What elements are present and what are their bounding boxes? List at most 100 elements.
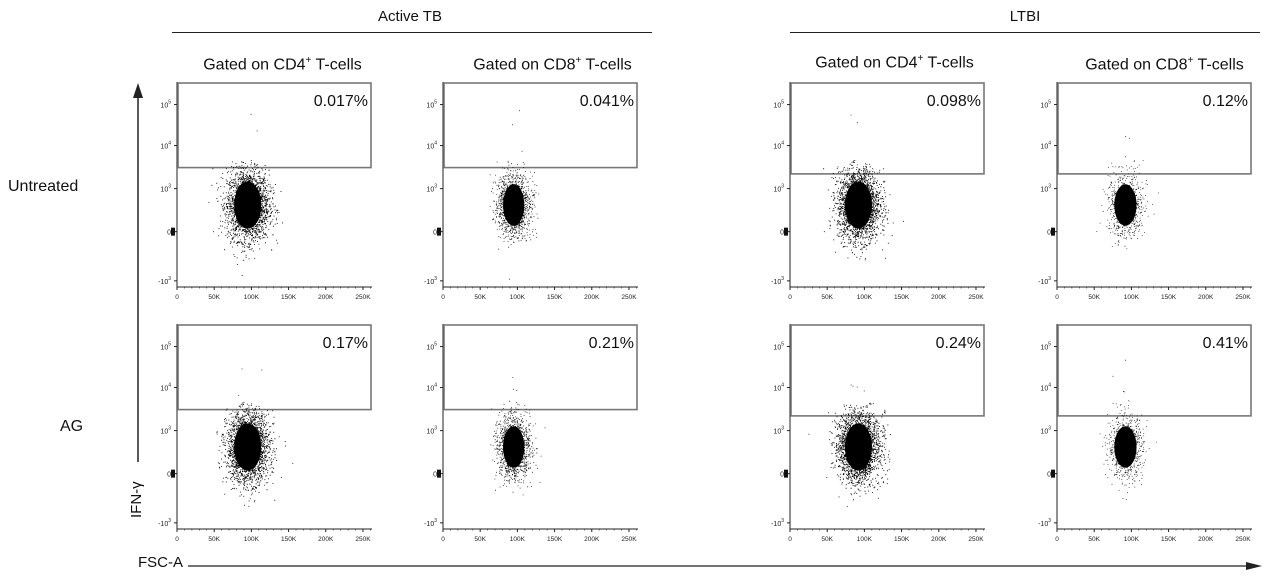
y-tick-label: 0 — [1047, 230, 1051, 237]
x-tick-label: 50K — [208, 536, 220, 543]
gate-percentage: 0.41% — [1203, 335, 1248, 352]
x-tick-label: 150K — [547, 536, 563, 543]
y-axis-arrowhead — [133, 83, 143, 98]
column-title-4: Gated on CD8+ T-cells — [1085, 55, 1244, 74]
group-underline-ltbi — [790, 32, 1260, 33]
y-tick-label: -103 — [771, 276, 784, 286]
gate-percentage: 0.17% — [323, 335, 368, 352]
y-tick-label: 103 — [426, 184, 437, 194]
x-tick-label: 50K — [474, 294, 486, 301]
x-tick-label: 150K — [894, 294, 910, 301]
axis-marker — [437, 227, 441, 236]
y-tick-label: -103 — [1038, 518, 1051, 528]
plot-panel-8: 105 104 103 0 -103 0 50K 100K 150K 200K 250K 0.41% — [1038, 324, 1252, 543]
y-tick-label: 0 — [433, 472, 437, 479]
x-axis-label: FSC-A — [138, 554, 183, 571]
x-tick-label: 250K — [968, 294, 984, 301]
x-tick-label: 50K — [821, 294, 833, 301]
ifn-gate — [1057, 324, 1252, 417]
population-events — [823, 160, 904, 261]
x-tick-label: 200K — [318, 536, 334, 543]
x-tick-label: 200K — [584, 536, 600, 543]
y-tick-label: 103 — [160, 184, 171, 194]
x-tick-label: 200K — [931, 294, 947, 301]
y-tick-label: 0 — [167, 472, 171, 479]
y-tick-label: -103 — [158, 276, 171, 286]
y-tick-label: -103 — [424, 518, 437, 528]
plot-panel-2: 105 104 103 0 -103 0 50K 100K 150K 200K 250K 0.041% — [424, 82, 638, 301]
x-tick-label: 100K — [510, 536, 526, 543]
gated-events — [509, 377, 518, 402]
y-tick-label: 105 — [160, 100, 171, 110]
ifn-gate — [177, 82, 372, 169]
population-events — [490, 402, 546, 496]
population-events — [208, 160, 283, 276]
x-tick-label: 250K — [621, 536, 637, 543]
x-tick-label: 250K — [355, 294, 371, 301]
y-tick-label: 105 — [160, 342, 171, 352]
x-tick-label: 0 — [175, 536, 179, 543]
y-tick-label: 105 — [1040, 342, 1051, 352]
y-tick-label: 0 — [433, 230, 437, 237]
population-events — [489, 160, 540, 280]
x-tick-label: 50K — [474, 536, 486, 543]
axis-marker — [784, 227, 788, 236]
row-label-untreated: Untreated — [8, 178, 79, 195]
plot-panel-4: 105 104 103 0 -103 0 50K 100K 150K 200K 250K 0.12% — [1038, 82, 1252, 301]
x-tick-label: 200K — [1198, 536, 1214, 543]
column-title-3: Gated on CD4+ T-cells — [815, 53, 974, 72]
plot-panel-7: 105 104 103 0 -103 0 50K 100K 150K 200K 250K 0.24% — [771, 324, 985, 543]
ifn-gate — [1057, 82, 1252, 175]
gated-events — [237, 113, 258, 169]
x-tick-label: 100K — [1124, 536, 1140, 543]
y-tick-label: 105 — [1040, 100, 1051, 110]
x-tick-label: 250K — [621, 294, 637, 301]
x-tick-label: 250K — [1235, 294, 1251, 301]
x-tick-label: 250K — [968, 536, 984, 543]
x-tick-label: 250K — [1235, 536, 1251, 543]
y-tick-label: 103 — [773, 426, 784, 436]
y-tick-label: 104 — [160, 383, 171, 393]
y-tick-label: 104 — [160, 141, 171, 151]
axis-marker — [784, 469, 788, 478]
y-tick-label: 0 — [167, 230, 171, 237]
axis-marker — [1051, 227, 1055, 236]
y-tick-label: 103 — [426, 426, 437, 436]
gated-events — [850, 384, 865, 412]
ifn-gate — [790, 82, 985, 175]
x-tick-label: 0 — [175, 294, 179, 301]
y-tick-label: -103 — [158, 518, 171, 528]
x-tick-label: 100K — [857, 294, 873, 301]
x-tick-label: 200K — [931, 536, 947, 543]
x-tick-label: 200K — [584, 294, 600, 301]
x-tick-label: 0 — [441, 536, 445, 543]
x-tick-label: 150K — [281, 294, 297, 301]
population-events — [1096, 160, 1159, 250]
y-tick-label: 0 — [1047, 472, 1051, 479]
x-tick-label: 150K — [1161, 294, 1177, 301]
population-events — [1099, 403, 1157, 500]
x-tick-label: 150K — [547, 294, 563, 301]
gate-percentage: 0.24% — [936, 335, 981, 352]
x-tick-label: 200K — [318, 294, 334, 301]
gated-events — [1124, 136, 1130, 158]
x-tick-label: 100K — [1124, 294, 1140, 301]
ifn-gate — [443, 324, 638, 411]
gate-percentage: 0.098% — [927, 93, 981, 110]
x-axis-arrowhead — [1246, 562, 1262, 570]
y-tick-label: 105 — [773, 342, 784, 352]
y-tick-label: 0 — [780, 230, 784, 237]
x-tick-label: 50K — [1088, 294, 1100, 301]
x-tick-label: 250K — [355, 536, 371, 543]
axis-marker — [171, 469, 175, 478]
gate-percentage: 0.21% — [589, 335, 634, 352]
y-tick-label: 103 — [160, 426, 171, 436]
y-tick-label: 105 — [426, 100, 437, 110]
group-label-ltbi: LTBI — [1009, 8, 1041, 25]
x-tick-label: 150K — [281, 536, 297, 543]
x-tick-label: 100K — [510, 294, 526, 301]
group-underline-active-tb — [172, 32, 652, 33]
y-tick-label: 103 — [773, 184, 784, 194]
y-tick-label: 104 — [426, 383, 437, 393]
